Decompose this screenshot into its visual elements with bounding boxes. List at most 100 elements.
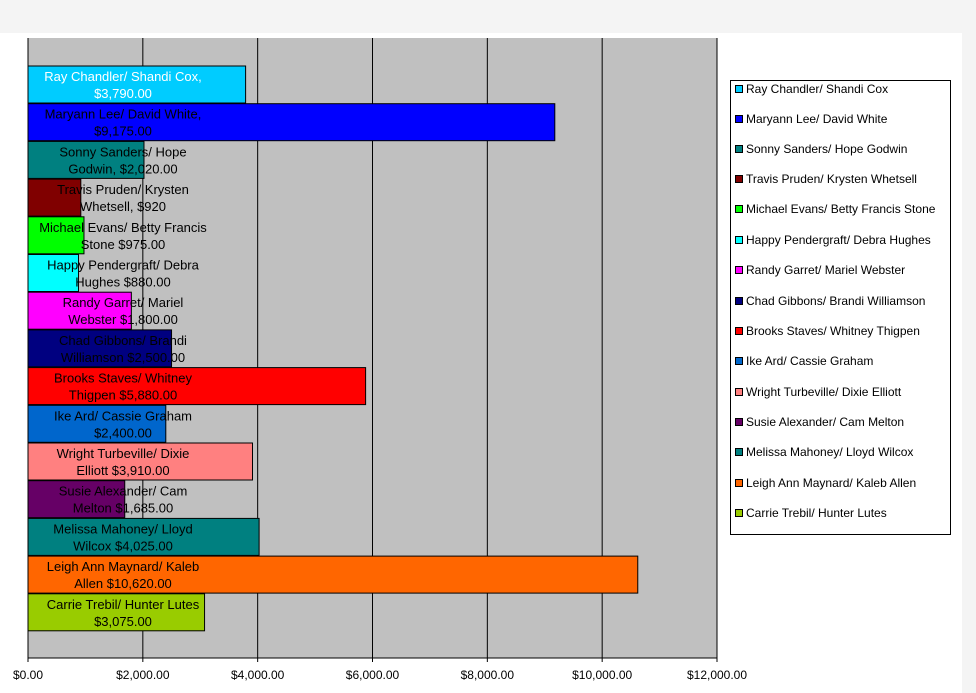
bar-data-label: Maryann Lee/ David White, <box>45 107 202 122</box>
bar <box>27 517 260 556</box>
legend-item: Melissa Mahoney/ Lloyd Wilcox <box>735 445 949 459</box>
bar-data-label: Whetsell, $920 <box>80 199 166 214</box>
bar-data-label: Brooks Staves/ Whitney <box>54 371 192 386</box>
bar-data-label: Ike Ard/ Cassie Graham <box>54 408 192 423</box>
bar <box>27 442 253 481</box>
legend-swatch <box>735 448 743 456</box>
legend-item: Happy Pendergraft/ Debra Hughes <box>735 233 949 247</box>
legend-item: Brooks Staves/ Whitney Thigpen <box>735 324 949 338</box>
bar-data-label: Hughes $880.00 <box>75 275 170 290</box>
bar-data-label: Wright Turbeville/ Dixie <box>57 446 190 461</box>
window-top-strip <box>0 0 976 33</box>
legend-label: Michael Evans/ Betty Francis Stone <box>746 202 936 216</box>
bar <box>27 254 80 292</box>
bar-data-label: Godwin, $2,020.00 <box>68 161 177 176</box>
legend-swatch <box>735 85 743 93</box>
bar-data-label: Thigpen $5,880.00 <box>69 388 177 403</box>
legend-label: Wright Turbeville/ Dixie Elliott <box>746 385 902 399</box>
legend-swatch <box>735 327 743 335</box>
legend-label: Melissa Mahoney/ Lloyd Wilcox <box>746 445 914 459</box>
bar-data-label: Michael Evans/ Betty Francis <box>39 220 207 235</box>
legend-swatch <box>735 509 743 517</box>
bar-data-label: $9,175.00 <box>94 124 152 139</box>
legend-label: Travis Pruden/ Krysten Whetsell <box>746 172 917 186</box>
bar <box>27 367 367 406</box>
bar <box>27 65 247 104</box>
bar-data-label: Webster $1,800.00 <box>68 312 178 327</box>
bar-data-label: $3,075.00 <box>94 614 152 629</box>
bar <box>27 555 639 594</box>
legend-item: Randy Garret/ Mariel Webster <box>735 263 949 277</box>
bar-data-label: Travis Pruden/ Krysten <box>57 182 189 197</box>
legend-swatch <box>735 418 743 426</box>
bar <box>27 216 85 255</box>
legend-swatch <box>735 205 743 213</box>
legend-swatch <box>735 479 743 487</box>
legend-label: Ike Ard/ Cassie Graham <box>746 354 874 368</box>
x-tick-label: $8,000.00 <box>461 668 515 682</box>
legend-label: Carrie Trebil/ Hunter Lutes <box>746 506 887 520</box>
x-tick-label: $10,000.00 <box>572 668 632 682</box>
legend-label: Randy Garret/ Mariel Webster <box>746 263 906 277</box>
legend-swatch <box>735 236 743 244</box>
x-axis: $0.00 $2,000.00 $4,000.00 $6,000.00 $8,000.0… <box>13 657 747 682</box>
legend-item: Ray Chandler/ Shandi Cox <box>735 82 949 96</box>
legend-swatch <box>735 145 743 153</box>
bar-data-label: Sonny Sanders/ Hope <box>59 144 186 159</box>
bar-data-label: Allen $10,620.00 <box>74 576 172 591</box>
legend-swatch <box>735 115 743 123</box>
legend-swatch <box>735 266 743 274</box>
bar-data-label: Stone $975.00 <box>81 237 166 252</box>
legend-swatch <box>735 357 743 365</box>
bar-data-label: Ray Chandler/ Shandi Cox, <box>44 69 202 84</box>
legend-label: Brooks Staves/ Whitney Thigpen <box>746 324 920 338</box>
bar-data-label: Leigh Ann Maynard/ Kaleb <box>47 559 200 574</box>
window-right-strip <box>962 33 976 693</box>
x-tick-label: $12,000.00 <box>687 668 747 682</box>
legend-item: Maryann Lee/ David White <box>735 112 949 126</box>
legend-swatch <box>735 175 743 183</box>
legend-item: Leigh Ann Maynard/ Kaleb Allen <box>735 476 949 490</box>
bar-data-label: $2,400.00 <box>94 425 152 440</box>
bar <box>27 593 206 632</box>
bar-data-label: Happy Pendergraft/ Debra <box>47 258 200 273</box>
legend-item: Carrie Trebil/ Hunter Lutes <box>735 506 949 520</box>
legend-item: Travis Pruden/ Krysten Whetsell <box>735 172 949 186</box>
legend: Ray Chandler/ Shandi Cox Maryann Lee/ Dav… <box>730 80 951 535</box>
legend-item: Sonny Sanders/ Hope Godwin <box>735 142 949 156</box>
legend-swatch <box>735 388 743 396</box>
legend-swatch <box>735 297 743 305</box>
legend-item: Chad Gibbons/ Brandi Williamson <box>735 294 949 308</box>
legend-label: Happy Pendergraft/ Debra Hughes <box>746 233 931 247</box>
bar-data-label: Carrie Trebil/ Hunter Lutes <box>47 597 200 612</box>
legend-item: Michael Evans/ Betty Francis Stone <box>735 202 949 216</box>
bar <box>27 178 82 217</box>
bar-data-label: Susie Alexander/ Cam <box>59 484 188 499</box>
bar <box>27 140 145 179</box>
x-tick-label: $4,000.00 <box>231 668 285 682</box>
bar <box>27 480 126 519</box>
bar <box>27 404 167 443</box>
bars <box>27 65 639 632</box>
legend-item: Susie Alexander/ Cam Melton <box>735 415 949 429</box>
bar <box>27 291 132 330</box>
data-labels: Ray Chandler/ Shandi Cox, $3,790.00 Maryan… <box>39 69 207 629</box>
bar <box>27 329 173 368</box>
legend-label: Leigh Ann Maynard/ Kaleb Allen <box>746 476 917 490</box>
bar <box>27 103 556 142</box>
bar-data-label: Elliott $3,910.00 <box>76 463 169 478</box>
bar-data-label: Chad Gibbons/ Brandi <box>59 333 187 348</box>
x-tick-label: $6,000.00 <box>346 668 400 682</box>
legend-label: Ray Chandler/ Shandi Cox <box>746 82 889 96</box>
legend-item: Ike Ard/ Cassie Graham <box>735 354 949 368</box>
bar-data-label: Melton $1,685.00 <box>73 501 173 516</box>
legend-label: Maryann Lee/ David White <box>746 112 888 126</box>
bar-data-label: Melissa Mahoney/ Lloyd <box>53 521 192 536</box>
bar-data-label: Wilcox $4,025.00 <box>73 538 173 553</box>
bar-data-label: $3,790.00 <box>94 86 152 101</box>
legend-item: Wright Turbeville/ Dixie Elliott <box>735 385 949 399</box>
legend-label: Sonny Sanders/ Hope Godwin <box>746 142 908 156</box>
legend-label: Chad Gibbons/ Brandi Williamson <box>746 294 926 308</box>
x-tick-label: $2,000.00 <box>116 668 170 682</box>
